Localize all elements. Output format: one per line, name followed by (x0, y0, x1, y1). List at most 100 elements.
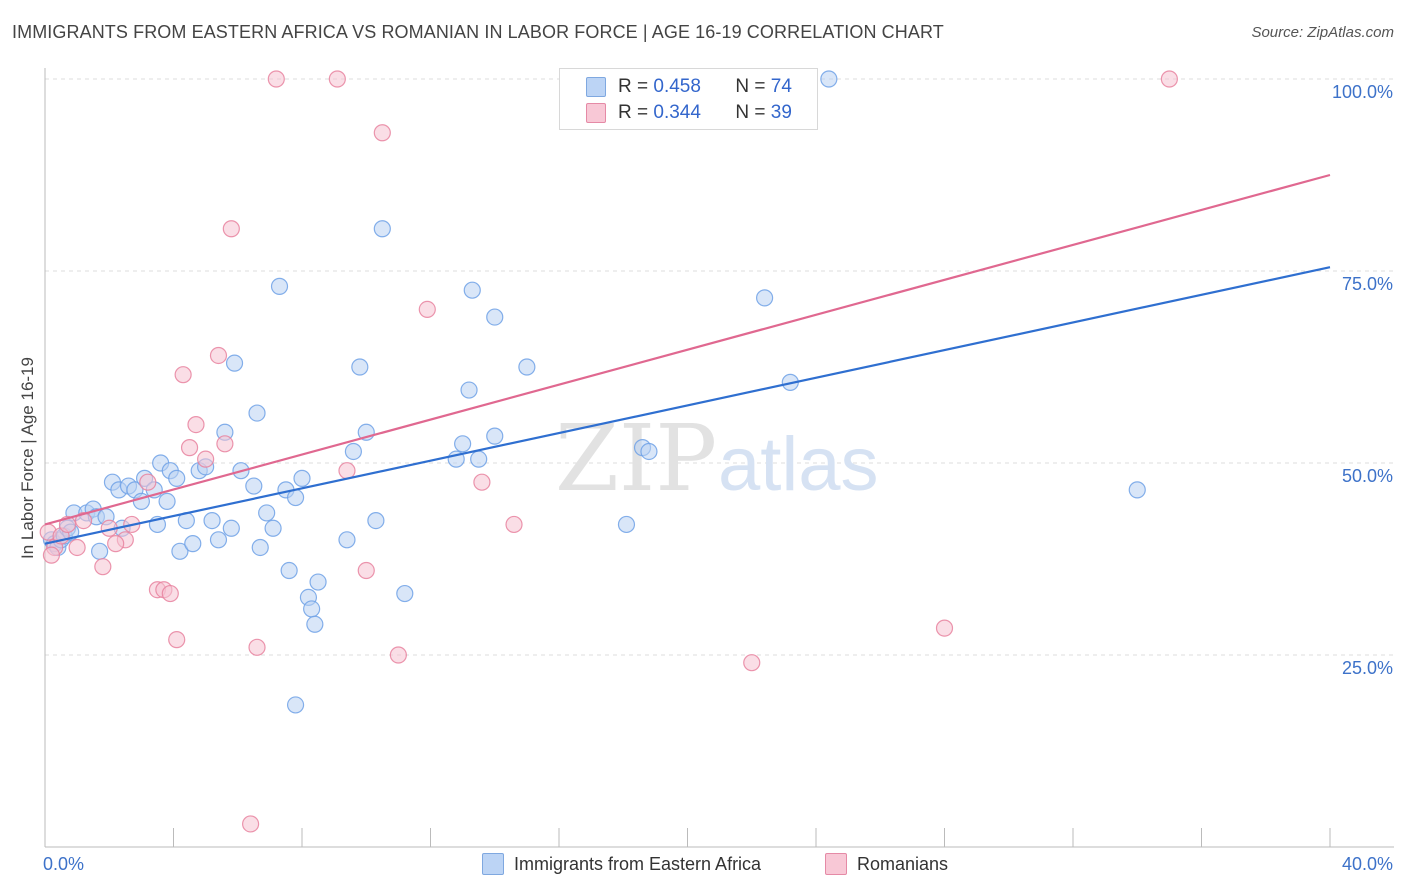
point-eastern-africa (222, 519, 240, 537)
point-eastern-africa (270, 277, 289, 295)
point-eastern-africa (518, 358, 536, 376)
zipatlas-watermark: ZIP atlas (555, 405, 879, 512)
x-tick-label-right: 40.0% (1342, 854, 1393, 874)
point-eastern-africa (344, 442, 362, 461)
point-eastern-africa (454, 435, 472, 453)
point-eastern-africa (245, 477, 263, 495)
gridlines (45, 78, 1394, 656)
y-tick-label: 75.0% (1342, 274, 1393, 294)
x-tick-label-left: 0.0% (43, 854, 84, 874)
point-romanian (180, 439, 199, 457)
point-romanian (248, 638, 266, 656)
point-eastern-africa (351, 358, 369, 376)
point-eastern-africa (184, 535, 202, 553)
bottom-legend-label-romanians: Romanians (857, 853, 949, 874)
point-eastern-africa (158, 492, 176, 510)
legend-n-label: N = (735, 76, 766, 97)
point-eastern-africa (280, 561, 298, 580)
trend-line-eastern-africa (44, 266, 1331, 545)
point-eastern-africa (755, 289, 774, 307)
legend-r-value: 0.344 (653, 102, 701, 123)
point-romanian (328, 70, 346, 88)
bottom-legend-label-eastern-africa: Immigrants from Eastern Africa (514, 853, 762, 874)
point-romanian (222, 220, 240, 238)
point-eastern-africa (225, 354, 244, 372)
point-eastern-africa (338, 531, 356, 549)
point-eastern-africa (463, 281, 481, 299)
legend-n-label: N = (735, 102, 766, 123)
point-romanian (743, 654, 761, 672)
trend-lines (44, 173, 1331, 545)
axes (44, 68, 1394, 848)
point-eastern-africa (258, 504, 276, 522)
legend-n-value: 74 (770, 76, 792, 97)
point-romanian (242, 815, 260, 833)
trend-line-romanians (44, 173, 1331, 526)
point-romanian (94, 558, 112, 576)
point-eastern-africa (1128, 481, 1146, 499)
point-eastern-africa (286, 696, 305, 714)
bottom-legend-romanians: Romanians (825, 852, 948, 876)
point-eastern-africa (251, 538, 269, 557)
legend-row-eastern-africa: R = 0.458 N = 74 (586, 75, 792, 99)
point-eastern-africa (264, 519, 282, 537)
point-romanian (418, 300, 436, 318)
point-romanian (473, 473, 491, 491)
legend-r-label: R = (618, 76, 649, 97)
bottom-legend-swatch-eastern-africa (482, 853, 504, 875)
point-romanian (139, 473, 157, 491)
point-eastern-africa (373, 220, 391, 238)
point-romanian (267, 70, 285, 88)
point-eastern-africa (303, 600, 321, 618)
point-romanian (505, 515, 523, 534)
y-tick-label: 25.0% (1342, 658, 1393, 678)
watermark-atlas: atlas (718, 422, 879, 507)
point-eastern-africa (293, 469, 311, 487)
point-romanian (68, 538, 86, 557)
point-romanian (74, 511, 93, 530)
watermark-zip: ZIP (555, 405, 717, 512)
point-eastern-africa (470, 450, 488, 468)
point-eastern-africa (91, 542, 109, 560)
legend-r-value: 0.458 (653, 76, 701, 97)
point-romanian (1160, 70, 1178, 88)
y-tick-label: 100.0% (1332, 82, 1393, 102)
legend-swatch-romanians (586, 103, 606, 123)
point-romanian (209, 346, 228, 365)
bottom-legend-eastern-africa: Immigrants from Eastern Africa (482, 852, 761, 876)
y-tick-label: 50.0% (1342, 466, 1393, 486)
point-romanian (174, 366, 192, 384)
point-romanian (216, 435, 234, 453)
point-romanian (161, 584, 179, 603)
point-eastern-africa (171, 542, 189, 560)
point-eastern-africa (367, 511, 385, 530)
point-romanian (373, 124, 391, 142)
point-romanian (42, 546, 61, 564)
point-eastern-africa (248, 404, 266, 422)
point-eastern-africa (168, 469, 186, 487)
point-eastern-africa (640, 442, 658, 461)
point-romanian (338, 462, 356, 480)
chart-source: Source: ZipAtlas.com (1251, 24, 1394, 41)
point-romanian (168, 631, 186, 649)
point-eastern-africa (203, 511, 221, 530)
point-eastern-africa (617, 515, 636, 534)
point-eastern-africa (309, 573, 327, 591)
point-eastern-africa (820, 70, 838, 88)
chart-title: IMMIGRANTS FROM EASTERN AFRICA VS ROMANI… (12, 22, 944, 42)
point-eastern-africa (486, 427, 504, 445)
legend-r-label: R = (618, 102, 649, 123)
correlation-legend: R = 0.458 N = 74 R = 0.344 N = 39 (559, 68, 818, 130)
point-romanian (197, 450, 215, 468)
point-eastern-africa (396, 584, 414, 603)
point-romanian (107, 535, 125, 553)
point-eastern-africa (306, 615, 324, 633)
bottom-legend-swatch-romanians (825, 853, 847, 875)
legend-swatch-eastern-africa (586, 77, 606, 97)
point-romanian (187, 416, 205, 434)
point-eastern-africa (486, 308, 504, 326)
tick-labels: 25.0% 50.0% 75.0% 100.0% 0.0% 40.0% (43, 82, 1393, 874)
point-romanian (935, 619, 954, 637)
point-romanian (357, 561, 375, 580)
legend-n-value: 39 (770, 102, 792, 123)
